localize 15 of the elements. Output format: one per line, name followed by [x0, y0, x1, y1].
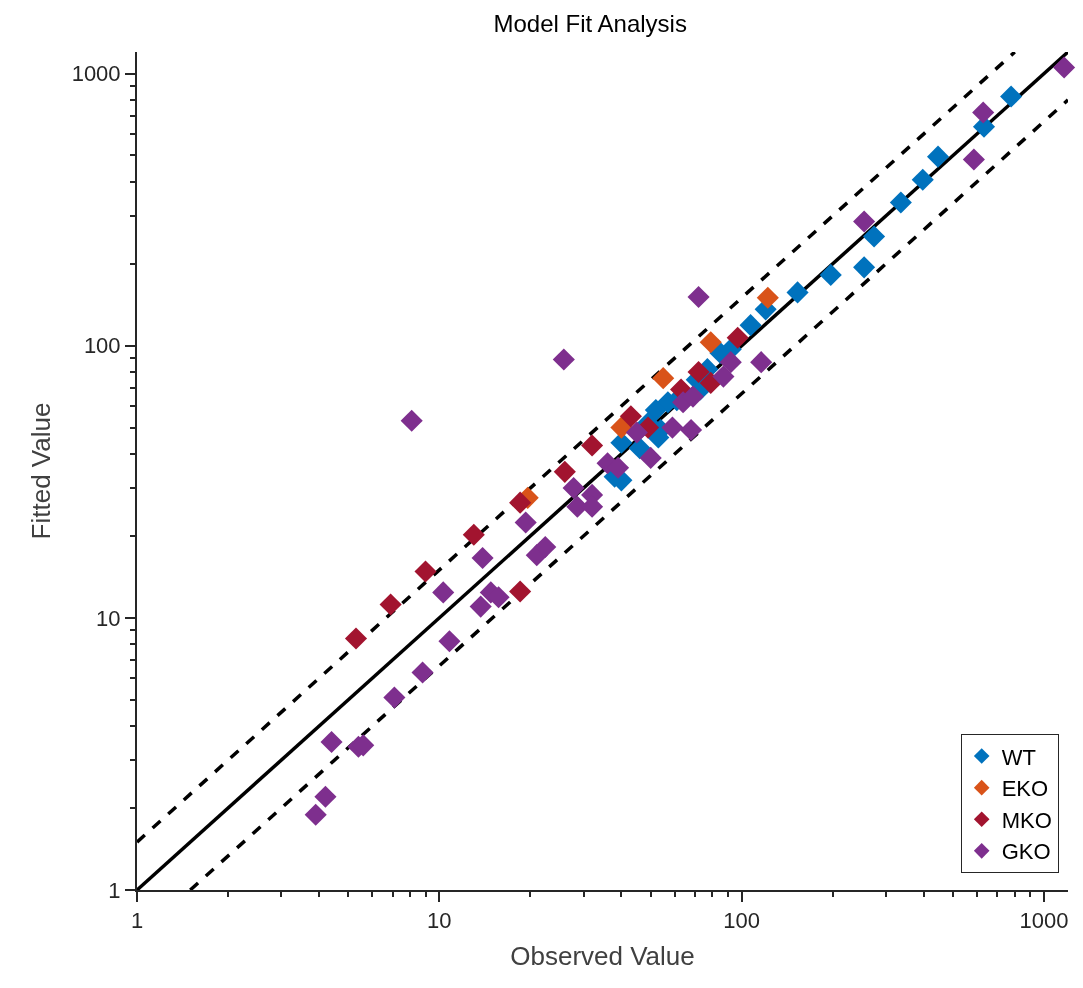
x-axis-title: Observed Value — [510, 940, 695, 971]
legend-label: WT — [1001, 744, 1036, 770]
chart-title: Model Fit Analysis — [493, 9, 687, 37]
y-tick-label: 1000 — [71, 61, 121, 87]
x-tick-label: 1 — [130, 908, 144, 934]
y-tick-label: 100 — [83, 333, 121, 359]
legend-label: MKO — [1001, 807, 1052, 833]
y-tick-label: 1 — [108, 877, 121, 903]
legend-label: GKO — [1001, 839, 1051, 865]
y-tick-label: 10 — [96, 605, 121, 631]
x-tick-label: 100 — [723, 908, 761, 934]
y-axis-title: Fitted Value — [25, 402, 56, 540]
legend-label: EKO — [1001, 776, 1049, 802]
x-tick-label: 10 — [427, 908, 452, 934]
x-tick-label: 1000 — [1019, 908, 1069, 934]
